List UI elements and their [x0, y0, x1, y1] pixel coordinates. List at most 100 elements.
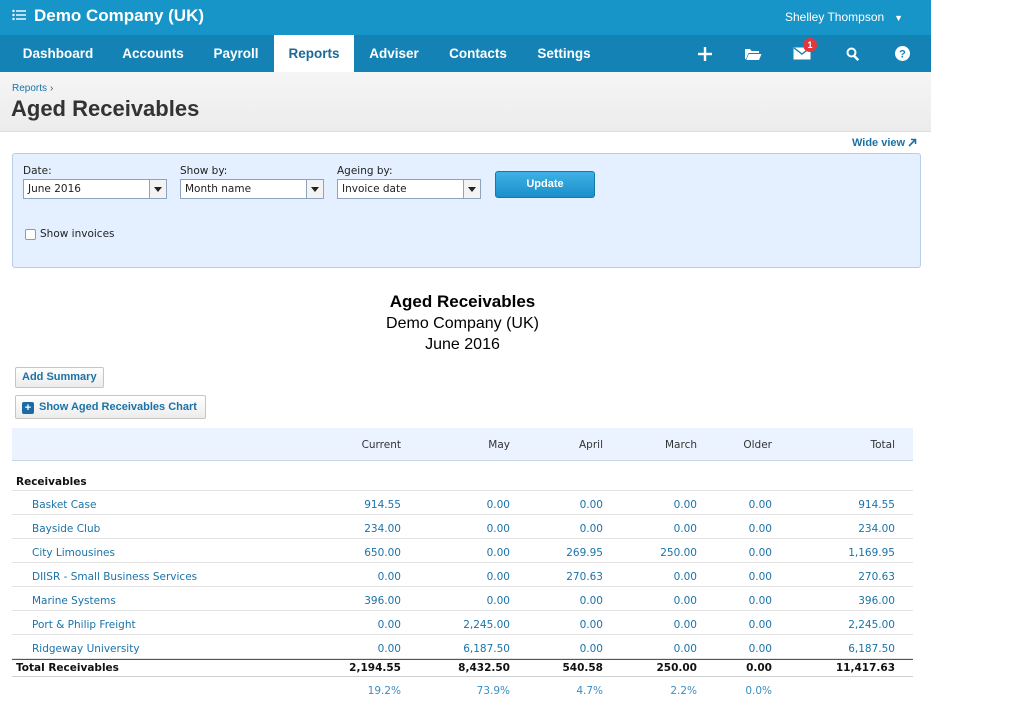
help-icon[interactable]: ?	[887, 35, 917, 72]
nav-accounts[interactable]: Accounts	[122, 46, 184, 61]
breadcrumb-separator: ›	[50, 83, 54, 94]
amount-total[interactable]: 396.00	[858, 595, 895, 607]
date-select[interactable]: June 2016	[23, 179, 167, 199]
contact-name-link[interactable]: City Limousines	[32, 547, 115, 559]
user-menu[interactable]: Shelley Thompson ▼	[785, 10, 903, 24]
contact-name-link[interactable]: Port & Philip Freight	[32, 619, 136, 631]
amount-current[interactable]: 0.00	[377, 571, 401, 583]
column-header-older: Older	[743, 439, 772, 451]
amount-may[interactable]: 0.00	[486, 499, 510, 511]
show-chart-button[interactable]: + Show Aged Receivables Chart	[15, 395, 206, 419]
amount-current[interactable]: 650.00	[364, 547, 401, 559]
contact-name-link[interactable]: DIISR - Small Business Services	[32, 571, 198, 583]
show-by-label: Show by:	[180, 165, 228, 177]
percentage-row: 19.2% 73.9% 4.7% 2.2% 0.0%	[12, 677, 913, 701]
table-row[interactable]: City Limousines 650.00 0.00 269.95 250.00 0.0…	[12, 539, 913, 563]
column-header-march: March	[664, 439, 697, 451]
nav-payroll[interactable]: Payroll	[213, 46, 259, 61]
amount-total[interactable]: 6,187.50	[848, 643, 895, 655]
contact-name-link[interactable]: Bayside Club	[32, 523, 101, 535]
amount-april[interactable]: 0.00	[579, 523, 603, 535]
search-icon[interactable]	[838, 35, 868, 72]
amount-total[interactable]: 1,169.95	[848, 547, 895, 559]
mail-icon[interactable]: 1	[787, 35, 817, 72]
breadcrumb-reports-link[interactable]: Reports	[12, 83, 48, 94]
contact-name-link[interactable]: Basket Case	[32, 499, 97, 511]
show-by-select-value: Month name	[185, 183, 252, 195]
amount-older[interactable]: 0.00	[748, 595, 772, 607]
amount-march[interactable]: 0.00	[673, 619, 697, 631]
amount-may[interactable]: 0.00	[486, 595, 510, 607]
amount-april[interactable]: 270.63	[566, 571, 603, 583]
table-row[interactable]: Basket Case 914.55 0.00 0.00 0.00 0.00 914.55	[12, 491, 913, 515]
nav-settings[interactable]: Settings	[537, 46, 591, 61]
amount-march[interactable]: 0.00	[673, 523, 697, 535]
table-row[interactable]: Bayside Club 234.00 0.00 0.00 0.00 0.00 234.00	[12, 515, 913, 539]
amount-march[interactable]: 0.00	[673, 643, 697, 655]
folder-icon[interactable]	[738, 35, 768, 72]
amount-total[interactable]: 914.55	[858, 499, 895, 511]
amount-total[interactable]: 234.00	[858, 523, 895, 535]
ageing-by-select[interactable]: Invoice date	[337, 179, 481, 199]
add-icon[interactable]	[690, 35, 720, 72]
report-period: June 2016	[425, 336, 500, 353]
user-name: Shelley Thompson	[785, 10, 885, 24]
mail-count-badge: 1	[803, 38, 817, 52]
show-invoices-checkbox[interactable]	[25, 229, 36, 240]
amount-march[interactable]: 0.00	[673, 499, 697, 511]
amount-april[interactable]: 0.00	[579, 499, 603, 511]
add-summary-button[interactable]: Add Summary	[15, 367, 104, 388]
amount-april[interactable]: 269.95	[566, 547, 603, 559]
show-chart-label: Show Aged Receivables Chart	[39, 401, 197, 413]
amount-march[interactable]: 0.00	[673, 571, 697, 583]
amount-current[interactable]: 0.00	[377, 643, 401, 655]
amount-march[interactable]: 0.00	[673, 595, 697, 607]
amount-may[interactable]: 0.00	[486, 523, 510, 535]
nav-contacts[interactable]: Contacts	[449, 46, 507, 61]
organisation-switcher[interactable]: Demo Company (UK)	[12, 6, 204, 26]
amount-april[interactable]: 0.00	[579, 595, 603, 607]
table-row[interactable]: Ridgeway University 0.00 6,187.50 0.00 0.00 0…	[12, 635, 913, 659]
amount-older[interactable]: 0.00	[748, 643, 772, 655]
nav-reports[interactable]: Reports	[274, 35, 354, 72]
amount-april[interactable]: 0.00	[579, 643, 603, 655]
table-row[interactable]: Marine Systems 396.00 0.00 0.00 0.00 0.00 396.…	[12, 587, 913, 611]
section-header-receivables: Receivables	[12, 461, 913, 491]
amount-current[interactable]: 914.55	[364, 499, 401, 511]
table-row[interactable]: Port & Philip Freight 0.00 2,245.00 0.00 0.0…	[12, 611, 913, 635]
amount-older[interactable]: 0.00	[748, 499, 772, 511]
amount-older[interactable]: 0.00	[748, 547, 772, 559]
amount-current[interactable]: 0.00	[377, 619, 401, 631]
amount-older[interactable]: 0.00	[748, 619, 772, 631]
column-header-april: April	[579, 439, 603, 451]
total-current: 2,194.55	[349, 662, 401, 674]
total-april: 540.58	[562, 662, 603, 674]
amount-current[interactable]: 396.00	[364, 595, 401, 607]
table-row[interactable]: DIISR - Small Business Services 0.00 0.00 2…	[12, 563, 913, 587]
amount-may[interactable]: 0.00	[486, 547, 510, 559]
menu-list-icon	[12, 8, 26, 24]
amount-march[interactable]: 250.00	[660, 547, 697, 559]
nav-adviser[interactable]: Adviser	[369, 46, 419, 61]
contact-name-link[interactable]: Ridgeway University	[32, 643, 140, 655]
ageing-by-label: Ageing by:	[337, 165, 393, 177]
show-by-select[interactable]: Month name	[180, 179, 324, 199]
amount-total[interactable]: 2,245.00	[848, 619, 895, 631]
amount-total[interactable]: 270.63	[858, 571, 895, 583]
total-may: 8,432.50	[458, 662, 510, 674]
contact-name-link[interactable]: Marine Systems	[32, 595, 116, 607]
amount-older[interactable]: 0.00	[748, 523, 772, 535]
wide-view-link[interactable]: Wide view	[852, 137, 917, 149]
amount-may[interactable]: 0.00	[486, 571, 510, 583]
table-header: Current May April March Older Total	[12, 428, 913, 461]
amount-older[interactable]: 0.00	[748, 571, 772, 583]
amount-may[interactable]: 6,187.50	[463, 643, 510, 655]
total-march: 250.00	[656, 662, 697, 674]
total-total: 11,417.63	[835, 662, 895, 674]
amount-current[interactable]: 234.00	[364, 523, 401, 535]
update-button[interactable]: Update	[495, 171, 595, 198]
nav-dashboard[interactable]: Dashboard	[22, 46, 94, 61]
amount-april[interactable]: 0.00	[579, 619, 603, 631]
amount-may[interactable]: 2,245.00	[463, 619, 510, 631]
section-title: Receivables	[16, 476, 87, 488]
